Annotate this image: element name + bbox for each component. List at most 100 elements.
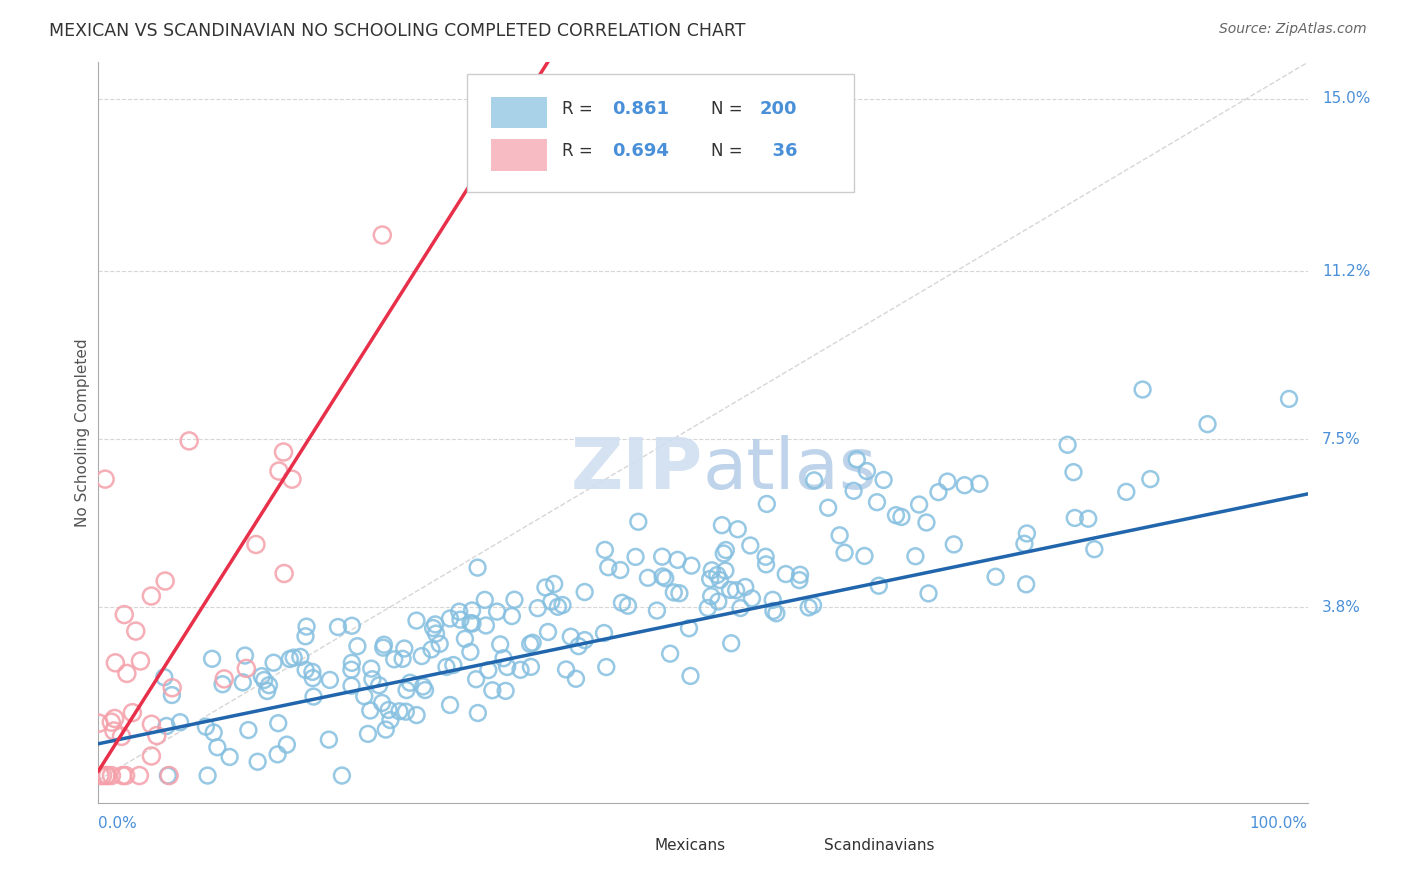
Point — [250, 669, 273, 683]
Point — [94, 472, 117, 486]
Point — [319, 673, 342, 687]
Point — [245, 537, 267, 551]
Point — [551, 598, 574, 612]
Point — [710, 518, 733, 533]
Point — [394, 641, 416, 656]
Point — [211, 677, 233, 691]
Point — [233, 648, 256, 663]
Point — [179, 434, 201, 448]
Point — [1278, 392, 1301, 406]
Point — [700, 563, 723, 577]
Point — [707, 594, 730, 608]
Point — [789, 567, 811, 582]
Point — [212, 672, 235, 686]
Point — [884, 508, 907, 523]
Point — [853, 549, 876, 563]
Point — [276, 738, 298, 752]
Text: 0.861: 0.861 — [613, 100, 669, 118]
Point — [156, 768, 179, 782]
Point — [651, 549, 673, 564]
Point — [714, 564, 737, 578]
FancyBboxPatch shape — [768, 833, 818, 858]
Point — [413, 683, 436, 698]
Point — [395, 683, 418, 698]
Point — [834, 546, 856, 560]
Text: N =: N = — [711, 143, 748, 161]
Point — [755, 549, 778, 564]
Point — [856, 464, 879, 478]
Point — [595, 660, 617, 674]
Point — [353, 690, 375, 704]
Point — [1197, 417, 1219, 431]
Point — [730, 601, 752, 615]
Point — [460, 616, 482, 631]
Point — [301, 665, 323, 679]
Point — [637, 571, 659, 585]
Point — [263, 656, 285, 670]
Point — [936, 475, 959, 489]
Point — [1015, 577, 1038, 591]
Point — [797, 600, 820, 615]
Point — [678, 621, 700, 635]
Point — [486, 605, 509, 619]
Point — [104, 711, 127, 725]
Point — [295, 619, 318, 633]
Point — [360, 662, 382, 676]
Point — [574, 633, 596, 648]
Point — [91, 768, 114, 782]
Point — [465, 672, 488, 686]
Point — [817, 500, 839, 515]
Point — [679, 669, 702, 683]
Point — [662, 585, 685, 599]
Point — [405, 708, 427, 723]
FancyBboxPatch shape — [467, 73, 855, 192]
Point — [115, 666, 138, 681]
Point — [141, 717, 163, 731]
Point — [346, 639, 368, 653]
Point — [927, 485, 949, 500]
Point — [1062, 465, 1084, 479]
Point — [100, 715, 122, 730]
Text: R =: R = — [561, 100, 598, 118]
Point — [495, 684, 517, 698]
Point — [942, 537, 965, 551]
Point — [953, 478, 976, 492]
Point — [801, 598, 824, 612]
Point — [727, 522, 749, 536]
Point — [984, 570, 1007, 584]
Point — [520, 660, 543, 674]
Point — [565, 672, 588, 686]
Point — [1015, 526, 1038, 541]
Point — [461, 616, 484, 631]
FancyBboxPatch shape — [492, 139, 547, 170]
Point — [94, 768, 117, 782]
Point — [467, 560, 489, 574]
Point — [624, 549, 647, 564]
Point — [235, 661, 257, 675]
Point — [720, 636, 742, 650]
Point — [420, 642, 443, 657]
Point — [273, 445, 295, 459]
Point — [460, 645, 482, 659]
Point — [89, 768, 111, 782]
Point — [302, 690, 325, 704]
Point — [391, 652, 413, 666]
Point — [318, 732, 340, 747]
Point — [218, 750, 240, 764]
Point — [157, 768, 180, 782]
Point — [537, 624, 560, 639]
Point — [740, 539, 762, 553]
Point — [654, 571, 676, 585]
Point — [232, 675, 254, 690]
Point — [1063, 511, 1085, 525]
Point — [371, 227, 394, 242]
Point — [765, 607, 787, 621]
Point — [361, 672, 384, 686]
Point — [382, 652, 405, 666]
Point — [718, 582, 741, 597]
Point — [340, 619, 363, 633]
Point — [1139, 472, 1161, 486]
Text: Mexicans: Mexicans — [655, 838, 725, 854]
Point — [481, 683, 503, 698]
Point — [97, 768, 120, 782]
